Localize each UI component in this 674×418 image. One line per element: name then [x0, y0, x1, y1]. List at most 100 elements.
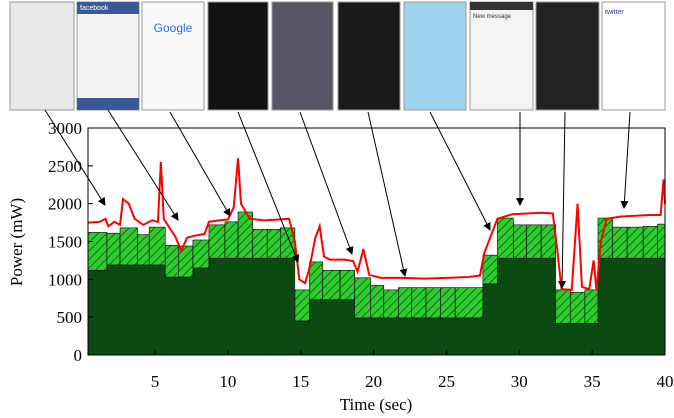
bar-segment	[642, 226, 659, 259]
bar-segment	[555, 322, 571, 356]
bar-segment	[192, 239, 210, 269]
bar-segment	[497, 257, 514, 356]
bar-segment	[224, 221, 239, 259]
bar-segment	[208, 257, 226, 356]
bar-segment	[164, 276, 179, 356]
x-tick-label: 40	[657, 372, 674, 391]
bar-segment	[398, 317, 412, 356]
bar-segment	[192, 267, 210, 356]
bar-segment	[440, 317, 456, 356]
screenshot-game	[403, 1, 467, 111]
x-tick-label: 5	[151, 372, 160, 391]
arrow	[558, 111, 567, 289]
bar-segment	[454, 287, 484, 319]
bar-segment	[178, 276, 194, 356]
bar-segment	[642, 257, 658, 356]
bar-segment	[87, 232, 108, 271]
plot-area: 0 500 1000 1500 2000 2500 3000 5 10 15 20 25 30 35 40	[48, 119, 674, 391]
arrow	[107, 109, 179, 221]
bar-segment	[137, 264, 150, 356]
bar-segment	[309, 261, 323, 301]
bar-segment	[540, 224, 557, 259]
bar-segment	[513, 224, 527, 259]
y-tick-label: 3000	[48, 119, 82, 138]
bar-segment	[148, 264, 166, 356]
bar-segment	[411, 287, 427, 319]
bar-segment	[224, 257, 239, 356]
bar-segment	[354, 317, 371, 356]
arrows	[44, 109, 631, 289]
bar-segment	[208, 224, 226, 259]
screenshot-bar	[77, 2, 139, 14]
x-axis-label: Time (sec)	[340, 395, 413, 414]
bar-segment	[411, 317, 427, 356]
bar-segment	[322, 269, 341, 301]
arrow	[367, 111, 408, 277]
x-tick-label: 30	[511, 372, 528, 391]
y-tick-label: 1000	[48, 270, 82, 289]
screenshot-apps	[207, 1, 269, 111]
bar-segment	[657, 223, 666, 259]
bar-segment	[294, 320, 310, 356]
arrow	[237, 111, 300, 263]
arrow	[620, 111, 631, 209]
bar-segment	[454, 317, 484, 356]
screenshot-label: Google	[154, 21, 193, 35]
screenshot-facebook	[76, 1, 140, 111]
y-tick-label: 1500	[48, 233, 82, 252]
bar-segment	[339, 269, 355, 301]
bar-segment	[137, 234, 150, 266]
bar-segment	[322, 299, 341, 356]
arrow	[169, 111, 231, 217]
bar-segment	[280, 257, 296, 356]
bar-segment	[266, 257, 281, 356]
bar-segment	[119, 227, 138, 266]
bar-segment	[252, 229, 268, 259]
bar-segment	[526, 257, 542, 356]
bar-segment	[513, 257, 527, 356]
bar-segment	[526, 224, 542, 259]
x-tick-label: 10	[219, 372, 236, 391]
screenshot-message	[469, 1, 534, 111]
bar-segment	[570, 322, 586, 356]
bar-segment	[482, 283, 498, 356]
bar-segment	[657, 257, 666, 356]
screenshot-twitter	[601, 1, 666, 111]
bar-segment	[119, 264, 138, 356]
bar-segment	[106, 264, 121, 356]
arrow	[299, 111, 354, 255]
bar-segment	[294, 289, 310, 322]
x-tick-label: 15	[292, 372, 309, 391]
arrow	[429, 111, 491, 231]
bar-segment	[612, 226, 628, 259]
screenshot-home	[271, 1, 334, 111]
screenshot-google	[141, 1, 205, 111]
screenshots: facebook Google New message twitter	[9, 1, 666, 111]
bar-segment	[555, 289, 571, 324]
bar-segment	[597, 257, 613, 356]
bar-segment	[370, 317, 385, 356]
arrow	[44, 109, 106, 206]
screenshot-dialer	[535, 1, 600, 111]
bar-segment	[148, 226, 166, 266]
screenshot-label: twitter	[605, 9, 624, 16]
bar-segment	[584, 289, 599, 324]
screenshot-label: facebook	[80, 5, 109, 12]
x-tick-label: 35	[584, 372, 601, 391]
bar-segment	[584, 322, 599, 356]
bar-segment	[339, 299, 355, 356]
bar-segment	[569, 291, 586, 324]
x-tick-label: 25	[438, 372, 455, 391]
screenshot-bar	[77, 98, 139, 110]
bar-segment	[440, 287, 456, 319]
screenshot-calendar	[9, 1, 75, 111]
bar-segment	[354, 277, 371, 319]
bar-segment	[425, 287, 441, 319]
bar-segment	[252, 257, 268, 356]
bar-segment	[482, 254, 498, 285]
screenshot-label: New message	[473, 14, 512, 20]
bar-segment	[425, 317, 441, 356]
screenshot-youtube	[337, 1, 401, 111]
bar-segment	[626, 257, 644, 356]
